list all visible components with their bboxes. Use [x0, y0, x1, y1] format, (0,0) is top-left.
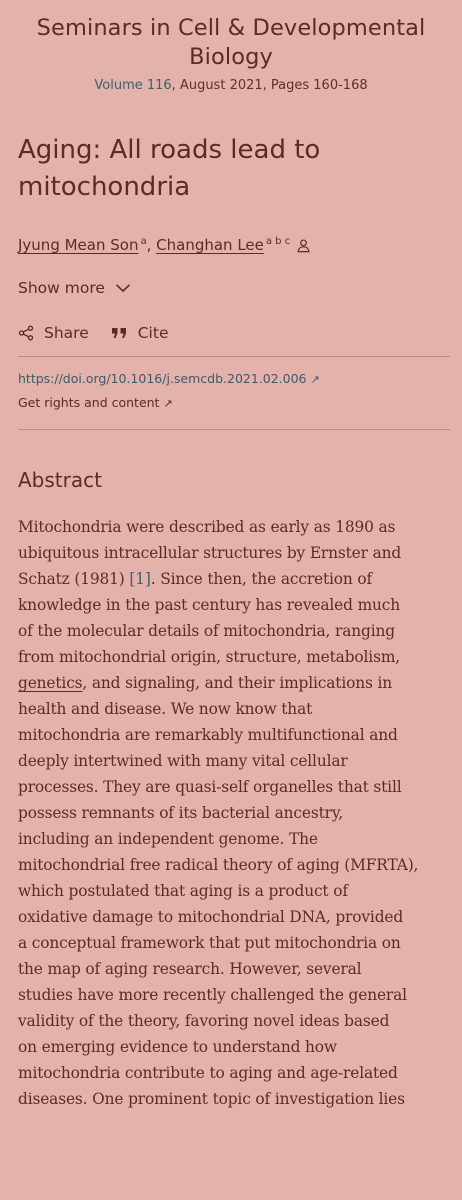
abstract-line: mitochondrial free radical theory of agi… [18, 852, 450, 878]
abstract-line: a conceptual framework that put mitochon… [18, 930, 450, 956]
abstract-line: mitochondria contribute to aging and age… [18, 1060, 450, 1086]
abstract-text-segment: from mitochondrial origin, structure, me… [18, 648, 401, 666]
share-button[interactable]: Share [18, 322, 89, 344]
abstract-line: knowledge in the past century has reveal… [18, 592, 450, 618]
abstract-text-segment: validity of the theory, favoring novel i… [18, 1012, 390, 1030]
abstract-text-segment: mitochondrial free radical theory of agi… [18, 856, 419, 874]
abstract-line: possess remnants of its bacterial ancest… [18, 800, 450, 826]
abstract-line: from mitochondrial origin, structure, me… [18, 644, 450, 670]
chevron-down-icon [115, 284, 130, 293]
author-link[interactable]: Changhan Lee [156, 236, 264, 254]
topic-link-genetics[interactable]: genetics [18, 674, 83, 692]
cite-label: Cite [137, 324, 169, 342]
abstract-text-segment: processes. They are quasi-self organelle… [18, 778, 402, 796]
external-link-icon: ↗ [310, 373, 320, 386]
abstract-line: processes. They are quasi-self organelle… [18, 774, 450, 800]
volume-link[interactable]: Volume 116 [94, 78, 172, 93]
journal-issue-info: Volume 116, August 2021, Pages 160-168 [0, 77, 462, 95]
rights-text: Get rights and content [18, 395, 160, 410]
abstract-line: on emerging evidence to understand how [18, 1034, 450, 1060]
share-label: Share [44, 324, 89, 342]
show-more-button[interactable]: Show more [18, 277, 131, 299]
reference-link[interactable]: [1] [129, 570, 151, 588]
abstract-line: Schatz (1981) [1]. Since then, the accre… [18, 566, 450, 592]
cite-button[interactable]: Cite [111, 322, 169, 344]
abstract-line: mitochondria are remarkably multifunctio… [18, 722, 450, 748]
abstract-text-segment: diseases. One prominent topic of investi… [18, 1090, 405, 1108]
quote-icon [111, 328, 126, 338]
doi-link[interactable]: https://doi.org/10.1016/j.semcdb.2021.02… [18, 370, 320, 389]
abstract-text-segment: deeply intertwined with many vital cellu… [18, 752, 348, 770]
article-title: Aging: All roads lead to mitochondria [18, 135, 321, 202]
abstract-text-segment: Schatz (1981) [18, 570, 130, 588]
divider [18, 429, 450, 430]
abstract-text-segment: health and disease. We now know that [18, 700, 313, 718]
abstract-line: deeply intertwined with many vital cellu… [18, 748, 450, 774]
abstract-text: Mitochondria were described as early as … [18, 514, 450, 1112]
author-affiliation[interactable]: a b c [265, 236, 291, 247]
abstract-line: genetics, and signaling, and their impli… [18, 670, 450, 696]
abstract-text-segment: which postulated that aging is a product… [18, 882, 348, 900]
abstract-text-segment: mitochondria are remarkably multifunctio… [18, 726, 398, 744]
abstract-text-segment: a conceptual framework that put mitochon… [18, 934, 401, 952]
abstract-line: which postulated that aging is a product… [18, 878, 450, 904]
abstract-line: diseases. One prominent topic of investi… [18, 1086, 450, 1112]
abstract-text-segment: mitochondria contribute to aging and age… [18, 1064, 398, 1082]
abstract-text-segment: on emerging evidence to understand how [18, 1038, 337, 1056]
abstract-text-segment: ubiquitous intracellular structures by E… [18, 544, 402, 562]
abstract-heading: Abstract [18, 468, 102, 492]
divider [18, 356, 450, 357]
abstract-line: studies have more recently challenged th… [18, 982, 450, 1008]
abstract-line: health and disease. We now know that [18, 696, 450, 722]
abstract-text-segment: knowledge in the past century has reveal… [18, 596, 401, 614]
abstract-text-segment: Mitochondria were described as early as … [18, 518, 396, 536]
show-more-label: Show more [18, 279, 105, 297]
abstract-line: validity of the theory, favoring novel i… [18, 1008, 450, 1034]
abstract-text-segment: including an independent genome. The [18, 830, 318, 848]
doi-text: https://doi.org/10.1016/j.semcdb.2021.02… [18, 371, 307, 386]
article-actions: Share Cite [18, 322, 168, 344]
abstract-text-segment: studies have more recently challenged th… [18, 986, 407, 1004]
author-separator: , [146, 236, 157, 254]
share-icon [18, 325, 34, 341]
abstract-line: Mitochondria were described as early as … [18, 514, 450, 540]
abstract-text-segment: oxidative damage to mitochondrial DNA, p… [18, 908, 404, 926]
abstract-line: the map of aging research. However, seve… [18, 956, 450, 982]
abstract-text-segment: the map of aging research. However, seve… [18, 960, 362, 978]
author-list: Jyung Mean Son a, Changhan Lee a b c [18, 231, 311, 259]
abstract-text-segment: possess remnants of its bacterial ancest… [18, 804, 344, 822]
issue-date-pages: , August 2021, Pages 160-168 [171, 78, 368, 93]
abstract-line: including an independent genome. The [18, 826, 450, 852]
author-affiliation[interactable]: a [140, 236, 147, 247]
journal-header: Seminars in Cell & Developmental Biology… [0, 14, 462, 95]
author-link[interactable]: Jyung Mean Son [18, 236, 139, 254]
abstract-text-segment: . Since then, the accretion of [150, 570, 373, 588]
person-icon[interactable] [296, 237, 311, 259]
abstract-line: ubiquitous intracellular structures by E… [18, 540, 450, 566]
abstract-line: oxidative damage to mitochondrial DNA, p… [18, 904, 450, 930]
journal-title[interactable]: Seminars in Cell & Developmental Biology [36, 15, 426, 70]
abstract-text-segment: of the molecular details of mitochondria… [18, 622, 395, 640]
external-link-icon: ↗ [163, 397, 173, 410]
abstract-line: of the molecular details of mitochondria… [18, 618, 450, 644]
abstract-text-segment: , and signaling, and their implications … [82, 674, 393, 692]
rights-link[interactable]: Get rights and content ↗ [18, 394, 173, 413]
